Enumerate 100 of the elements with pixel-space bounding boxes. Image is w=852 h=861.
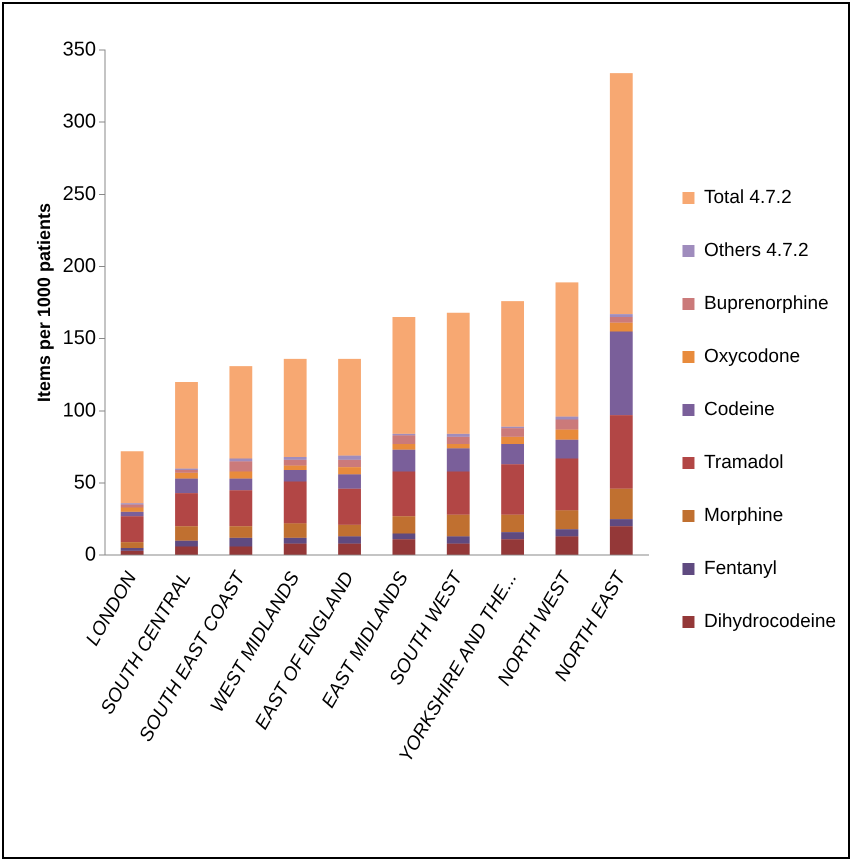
bar — [446, 536, 470, 544]
legend-label: Buprenorphine — [704, 293, 829, 314]
y-tick-label: 0 — [84, 544, 96, 566]
bar — [556, 510, 578, 530]
bar — [284, 544, 307, 555]
bar — [610, 314, 633, 318]
bar — [556, 282, 578, 417]
bar — [446, 471, 470, 515]
bar — [392, 516, 416, 534]
y-tick-label: 300 — [62, 110, 96, 133]
y-tick-label: 250 — [62, 182, 96, 205]
bar — [556, 416, 578, 420]
bar — [338, 358, 361, 456]
y-tick-label: 200 — [62, 255, 96, 278]
bar — [392, 450, 416, 472]
bar — [392, 471, 416, 516]
bar — [284, 538, 307, 544]
bar — [120, 451, 144, 504]
bar — [446, 436, 470, 444]
bar — [610, 322, 633, 332]
bar — [610, 519, 633, 526]
bar — [175, 472, 198, 479]
bar — [556, 536, 578, 555]
bar — [229, 366, 252, 458]
bar — [392, 435, 416, 444]
bar — [229, 526, 252, 538]
bar — [338, 460, 361, 468]
bar — [120, 504, 144, 508]
bar — [175, 526, 198, 541]
bar — [610, 73, 633, 314]
legend-label: Morphine — [704, 505, 784, 526]
bar — [610, 415, 633, 489]
legend-label: Codeine — [704, 399, 775, 420]
bar — [446, 312, 470, 434]
bar — [392, 534, 416, 540]
bar — [556, 430, 578, 440]
bar — [284, 457, 307, 460]
bar — [610, 331, 633, 416]
bar — [229, 538, 252, 547]
bar — [175, 540, 198, 547]
bar — [501, 428, 524, 437]
bar — [284, 358, 307, 458]
bar — [446, 434, 470, 437]
bar — [175, 478, 198, 494]
bar — [501, 532, 524, 540]
bar — [175, 493, 198, 526]
bar — [501, 436, 524, 444]
bar — [338, 544, 361, 555]
legend-label: Tramadol — [704, 452, 784, 474]
y-tick-label: 350 — [62, 38, 96, 61]
bar — [120, 550, 144, 555]
bar — [556, 440, 578, 458]
y-tick-label: 150 — [62, 327, 96, 350]
bar — [501, 301, 524, 427]
legend-label: Fentanyl — [704, 558, 777, 580]
bar — [392, 444, 416, 450]
bar — [338, 467, 361, 474]
bar — [338, 474, 361, 489]
bar — [284, 460, 307, 466]
legend-label: Oxycodone — [704, 346, 800, 368]
bar — [501, 514, 524, 532]
bar — [610, 488, 633, 520]
bar — [284, 482, 307, 524]
bar — [501, 464, 524, 515]
bar — [175, 382, 198, 469]
bar — [556, 420, 578, 430]
bar — [338, 488, 361, 525]
bar — [501, 444, 524, 464]
bar — [175, 546, 198, 555]
bar — [284, 466, 307, 470]
y-tick-label: 100 — [62, 399, 96, 422]
bar — [120, 548, 144, 551]
bar — [229, 461, 252, 472]
bar — [338, 536, 361, 544]
y-axis-title: Items per 1000 patients — [34, 203, 54, 402]
bar — [446, 544, 470, 555]
bar — [446, 514, 470, 536]
bar — [610, 526, 633, 555]
bar — [338, 524, 361, 536]
bar — [229, 478, 252, 490]
bar — [229, 471, 252, 479]
bar — [229, 546, 252, 555]
bar — [120, 508, 144, 512]
bar — [446, 444, 470, 448]
bar — [501, 539, 524, 555]
legend-label: Dihydrocodeine — [704, 611, 836, 632]
bar — [120, 512, 144, 516]
bar — [229, 458, 252, 462]
bar — [556, 529, 578, 536]
bar — [610, 317, 633, 323]
bar — [446, 448, 470, 472]
bar — [229, 490, 252, 526]
bar — [284, 523, 307, 538]
bar — [120, 516, 144, 542]
bar — [284, 470, 307, 482]
bar — [392, 539, 416, 555]
bar — [338, 456, 361, 460]
bar — [556, 458, 578, 510]
legend-label: Total 4.7.2 — [704, 187, 792, 208]
bar — [175, 470, 198, 473]
